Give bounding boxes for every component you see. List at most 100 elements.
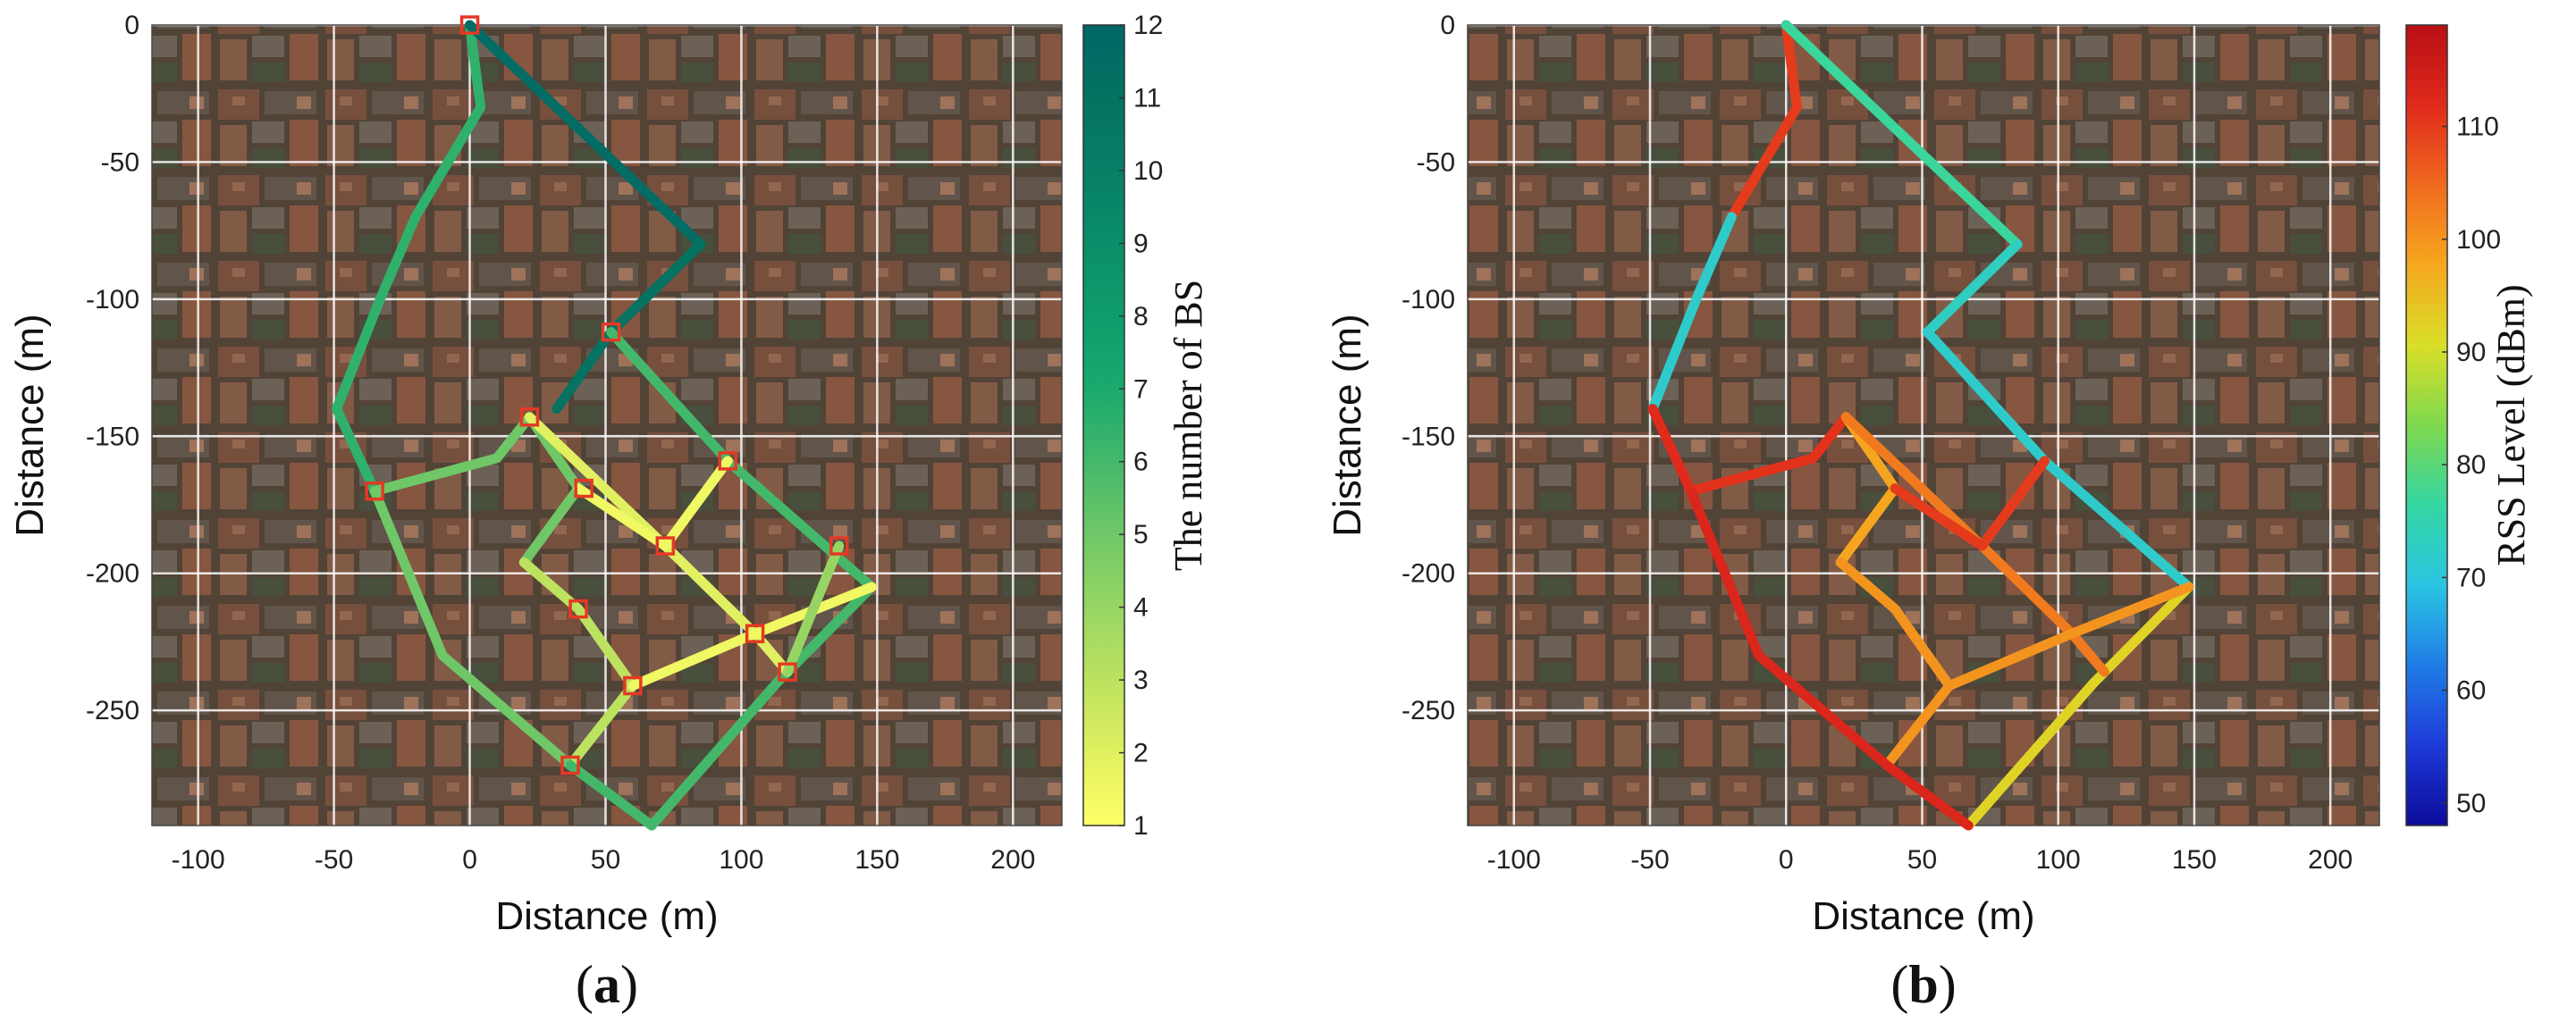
route-segment (1890, 456, 2050, 551)
route-segment (1726, 20, 1802, 222)
colorbar-tick-label: 100 (2456, 225, 2501, 255)
bs-marker (778, 662, 797, 682)
x-tick-label: 50 (1907, 845, 1937, 875)
x-tick-label: 100 (2036, 845, 2081, 875)
y-tick-label: -50 (1417, 147, 1455, 177)
tick-labels: -100 -50 0 50 100 150 200 0 -50 -100 -150 -200 -250 (86, 11, 1035, 875)
y-tick-label: 0 (1440, 11, 1455, 40)
x-tick-label: -100 (172, 845, 225, 875)
colorbar-tick-label: 110 (2456, 113, 2499, 142)
y-tick-label: -250 (1402, 696, 1455, 725)
bs-marker (829, 536, 849, 556)
colorbar-bar (1082, 24, 1125, 826)
colorbar: 50 60 70 80 90 100 110 RSS Level (dBm) (2405, 24, 2533, 826)
bs-marker (601, 322, 621, 342)
colorbar-tick-label: 6 (1133, 448, 1149, 477)
colorbar-label: RSS Level (dBm) (2489, 284, 2533, 566)
route-segment (1780, 20, 2023, 249)
colorbar-tick-label: 11 (1133, 83, 1161, 113)
route-segment (369, 486, 576, 770)
bs-markers (365, 15, 849, 775)
x-tick-label: 200 (2308, 845, 2353, 875)
x-tick-label: 0 (1779, 845, 1794, 875)
route-segment (1647, 212, 1737, 415)
route-segments (1647, 20, 2194, 831)
route-segments (332, 20, 877, 831)
colorbar-label: The number of BS (1166, 280, 1210, 571)
x-axis-label: Distance (m) (495, 894, 718, 938)
x-tick-label: -50 (1630, 845, 1669, 875)
route-segment (627, 582, 877, 692)
colorbar-tick-label: 5 (1133, 520, 1149, 549)
route-segment (332, 20, 486, 497)
route-segment (524, 412, 793, 677)
y-tick-label: -100 (1402, 285, 1455, 314)
panel-caption: (b) (1890, 955, 1956, 1014)
colorbar-tick-label: 50 (2456, 789, 2486, 818)
route-segment (465, 20, 706, 249)
bs-marker (574, 478, 593, 499)
bs-marker (745, 624, 765, 643)
colorbar-tick-label: 1 (1133, 811, 1149, 841)
bs-marker (655, 536, 676, 556)
bs-marker (718, 451, 737, 471)
route-segment (1963, 582, 2194, 831)
route-segment (1686, 486, 1974, 831)
chart-panel-b: -100 -50 0 50 100 150 200 0 -50 -100 -150 -200 -250 D… (1326, 11, 2533, 1014)
bs-marker (519, 407, 540, 427)
colorbar-bar (2405, 24, 2448, 826)
route-segment (565, 759, 657, 831)
map-shade (152, 25, 1062, 826)
route-segment (1944, 582, 2194, 692)
colorbar-tick-label: 8 (1133, 302, 1149, 331)
colorbar-tick-label: 2 (1133, 739, 1149, 768)
colorbar-tick-label: 3 (1133, 666, 1149, 695)
x-axis-label: Distance (m) (1812, 894, 2034, 938)
bs-marker (560, 755, 580, 775)
route-segment (573, 456, 733, 551)
x-tick-label: 50 (591, 845, 620, 875)
y-axis-label: Distance (m) (8, 314, 52, 536)
colorbar-tick-label: 10 (1133, 156, 1163, 186)
colorbar-tick-label: 60 (2456, 676, 2486, 706)
route-segment (1840, 412, 2109, 677)
route-segment (1686, 412, 1851, 497)
bs-marker (623, 675, 643, 696)
x-tick-label: 150 (854, 845, 899, 875)
tick-labels: -100 -50 0 50 100 150 200 0 -50 -100 -150 -200 -250 (1402, 11, 2353, 875)
map-shade (1468, 25, 2379, 826)
bs-marker (568, 599, 588, 619)
y-tick-label: -200 (86, 559, 139, 589)
y-tick-label: -150 (1402, 422, 1455, 451)
colorbar-tick-label: 70 (2456, 563, 2486, 592)
axes-frame (151, 24, 1063, 826)
route-segment (782, 541, 845, 677)
x-tick-label: 200 (990, 845, 1035, 875)
bs-marker (459, 15, 480, 35)
y-tick-label: -100 (86, 285, 139, 314)
x-tick-label: 0 (462, 845, 477, 875)
y-axis-label: Distance (m) (1326, 314, 1369, 536)
route-segment (1923, 239, 2023, 338)
x-tick-label: 150 (2172, 845, 2217, 875)
colorbar-tick-label: 7 (1133, 374, 1149, 404)
axes-frame (1467, 24, 2380, 826)
colorbar-tick-label: 12 (1133, 11, 1163, 40)
y-tick-label: -50 (101, 147, 139, 177)
panel-caption: (a) (576, 955, 638, 1014)
colorbar-tick-label: 4 (1133, 593, 1149, 623)
x-tick-label: -50 (315, 845, 353, 875)
x-tick-label: 100 (719, 845, 763, 875)
y-tick-label: -150 (86, 422, 139, 451)
y-tick-label: -200 (1402, 559, 1455, 589)
route-segment (1835, 557, 1955, 770)
colorbar-tick-label: 9 (1133, 229, 1149, 258)
x-tick-label: -100 (1487, 845, 1541, 875)
route-segment (1647, 404, 1696, 497)
colorbar-tick-label: 90 (2456, 338, 2486, 367)
chart-panel-a: -100 -50 0 50 100 150 200 0 -50 -100 -150 -200 -250 D… (8, 11, 1210, 1014)
bs-marker (365, 481, 384, 501)
panels: -100 -50 0 50 100 150 2000-50-100-150-200-250D… (8, 11, 2533, 1014)
